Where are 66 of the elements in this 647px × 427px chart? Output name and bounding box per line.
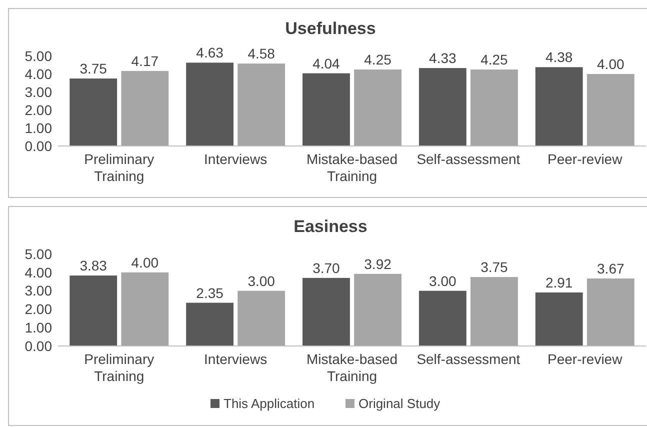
- chart-title: Easiness: [294, 217, 368, 236]
- data-label: 3.92: [364, 256, 392, 272]
- bar: [70, 78, 118, 146]
- x-tick-label: Peer-review: [548, 351, 624, 367]
- y-tick-label: 1.00: [24, 120, 52, 136]
- y-tick-label: 2.00: [24, 102, 52, 118]
- data-label: 4.00: [131, 254, 159, 270]
- x-tick-label: Peer-review: [548, 151, 624, 167]
- bar: [186, 302, 234, 346]
- x-tick-label: Self-assessment: [416, 351, 520, 367]
- bar: [238, 64, 286, 146]
- bar: [354, 70, 402, 146]
- x-tick-label: Preliminary Training: [84, 351, 154, 384]
- bar: [535, 292, 583, 346]
- bar: [121, 70, 169, 146]
- data-label: 3.75: [480, 259, 508, 275]
- data-label: 2.91: [545, 274, 573, 290]
- data-label: 3.00: [248, 272, 276, 289]
- data-label: 3.70: [312, 260, 340, 276]
- x-tick-label: Interviews: [204, 151, 268, 167]
- data-label: 4.04: [312, 55, 340, 72]
- bar: [354, 274, 402, 346]
- bar: [418, 68, 466, 146]
- y-tick-label: 5.00: [24, 246, 52, 262]
- data-label: 4.00: [597, 56, 624, 72]
- y-tick-label: 1.00: [24, 320, 52, 336]
- data-label: 4.25: [480, 52, 508, 68]
- data-label: 2.35: [196, 284, 224, 301]
- x-tick-label: Self-assessment: [416, 151, 520, 167]
- bar: [586, 74, 634, 146]
- y-tick-label: 5.00: [24, 48, 52, 64]
- bar: [470, 277, 518, 346]
- chart-title: Usefulness: [285, 19, 376, 38]
- data-label: 4.33: [429, 50, 456, 66]
- y-tick-label: 3.00: [24, 282, 52, 299]
- y-tick-label: 0.00: [24, 138, 52, 154]
- data-label: 4.25: [364, 52, 392, 68]
- data-label: 4.58: [248, 46, 276, 62]
- data-label: 3.00: [429, 272, 456, 289]
- y-tick-label: 4.00: [24, 264, 52, 280]
- bar: [302, 73, 350, 146]
- x-tick-label: Mistake-based Training: [306, 351, 398, 384]
- bar: [121, 272, 169, 346]
- bar: [302, 278, 350, 346]
- y-tick-label: 0.00: [24, 338, 52, 354]
- bar: [238, 290, 286, 346]
- data-label: 3.67: [597, 260, 624, 276]
- bar: [70, 276, 118, 346]
- y-tick-label: 3.00: [24, 84, 52, 100]
- bar: [186, 62, 234, 146]
- data-label: 4.63: [196, 44, 224, 61]
- x-tick-label: Mistake-based Training: [306, 151, 398, 184]
- y-tick-label: 2.00: [24, 301, 52, 318]
- bar: [470, 70, 518, 146]
- x-tick-label: Preliminary Training: [84, 151, 154, 184]
- data-label: 4.17: [131, 52, 159, 69]
- legend-label: Original Study: [358, 396, 441, 411]
- data-label: 3.75: [80, 60, 108, 76]
- x-tick-label: Interviews: [204, 351, 268, 367]
- data-label: 3.83: [80, 258, 108, 274]
- data-label: 4.38: [545, 49, 573, 66]
- bar: [418, 290, 466, 346]
- bar: [586, 278, 634, 346]
- legend-label: This Application: [224, 396, 315, 411]
- y-tick-label: 4.00: [24, 66, 52, 82]
- bar: [535, 67, 583, 146]
